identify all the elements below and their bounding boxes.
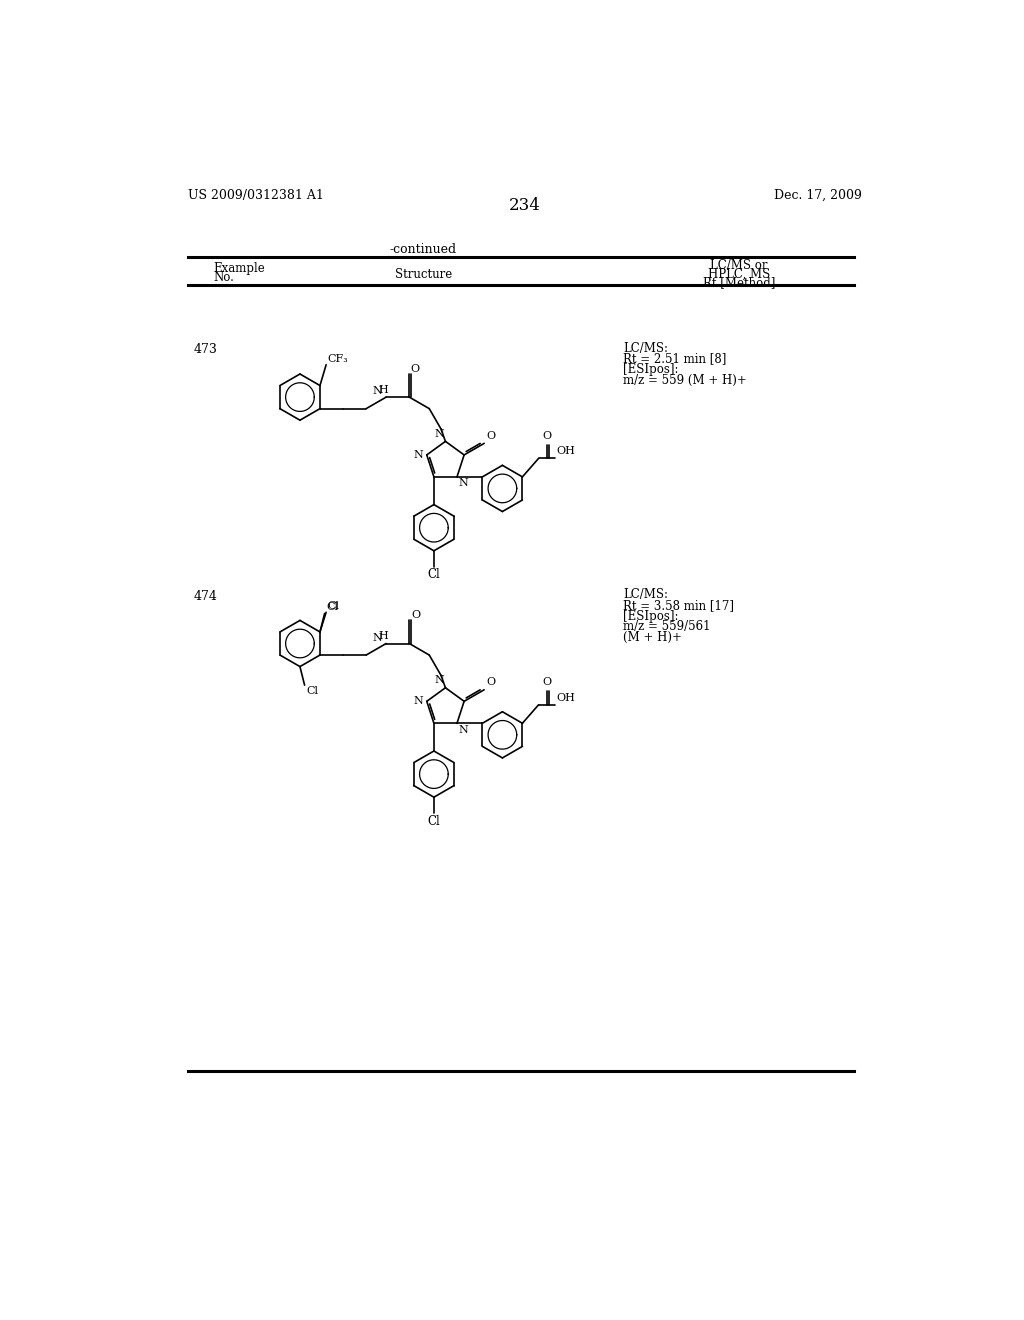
Text: 234: 234 bbox=[509, 197, 541, 214]
Text: N: N bbox=[413, 450, 423, 459]
Text: No.: No. bbox=[214, 271, 234, 284]
Text: Rt [Method]: Rt [Method] bbox=[702, 276, 775, 289]
Text: O: O bbox=[486, 677, 496, 688]
Text: N: N bbox=[373, 387, 383, 396]
Text: N: N bbox=[434, 676, 444, 685]
Text: m/z = 559 (M + H)+: m/z = 559 (M + H)+ bbox=[624, 374, 748, 387]
Text: LC/MS:: LC/MS: bbox=[624, 589, 669, 601]
Text: m/z = 559/561: m/z = 559/561 bbox=[624, 620, 711, 634]
Text: H: H bbox=[378, 631, 388, 642]
Text: O: O bbox=[542, 677, 551, 688]
Text: 473: 473 bbox=[194, 343, 217, 356]
Text: [ESIpos]:: [ESIpos]: bbox=[624, 363, 679, 376]
Text: Cl: Cl bbox=[428, 568, 440, 581]
Text: O: O bbox=[411, 364, 420, 374]
Text: Cl: Cl bbox=[428, 814, 440, 828]
Text: O: O bbox=[542, 432, 551, 441]
Text: OH: OH bbox=[556, 693, 575, 702]
Text: N: N bbox=[459, 478, 468, 488]
Text: H: H bbox=[378, 385, 388, 395]
Text: LC/MS:: LC/MS: bbox=[624, 342, 669, 355]
Text: Rt = 3.58 min [17]: Rt = 3.58 min [17] bbox=[624, 599, 734, 612]
Text: O: O bbox=[412, 610, 421, 620]
Text: Cl: Cl bbox=[326, 602, 338, 612]
Text: CF₃: CF₃ bbox=[328, 354, 348, 363]
Text: Structure: Structure bbox=[394, 268, 452, 281]
Text: O: O bbox=[486, 432, 496, 441]
Text: (M + H)+: (M + H)+ bbox=[624, 631, 682, 644]
Text: HPLC, MS: HPLC, MS bbox=[708, 268, 770, 281]
Text: OH: OH bbox=[556, 446, 575, 457]
Text: Cl: Cl bbox=[306, 686, 318, 696]
Text: Rt = 2.51 min [8]: Rt = 2.51 min [8] bbox=[624, 352, 727, 366]
Text: N: N bbox=[413, 697, 423, 706]
Text: -continued: -continued bbox=[389, 243, 457, 256]
Text: US 2009/0312381 A1: US 2009/0312381 A1 bbox=[188, 189, 325, 202]
Text: N: N bbox=[459, 725, 468, 735]
Text: N: N bbox=[373, 632, 383, 643]
Text: Dec. 17, 2009: Dec. 17, 2009 bbox=[774, 189, 862, 202]
Text: 474: 474 bbox=[194, 590, 217, 603]
Text: [ESIpos]:: [ESIpos]: bbox=[624, 610, 679, 623]
Text: LC/MS or: LC/MS or bbox=[710, 259, 768, 272]
Text: Example: Example bbox=[214, 261, 265, 275]
Text: Cl: Cl bbox=[328, 601, 340, 611]
Text: N: N bbox=[434, 429, 444, 440]
